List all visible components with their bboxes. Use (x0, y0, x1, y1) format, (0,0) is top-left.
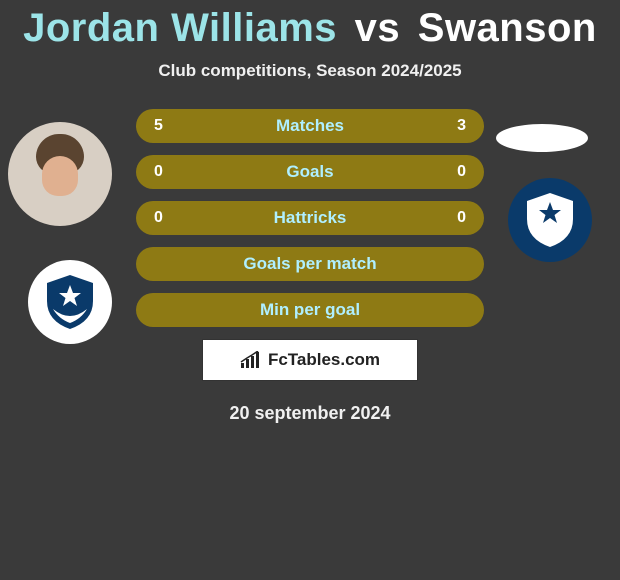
stat-label: Hattricks (184, 208, 436, 228)
subtitle: Club competitions, Season 2024/2025 (0, 61, 620, 81)
stat-left-value: 5 (154, 117, 184, 135)
date-line: 20 september 2024 (0, 403, 620, 424)
brand-text: FcTables.com (268, 350, 380, 370)
stat-left-value: 0 (154, 209, 184, 227)
stat-label: Goals (184, 162, 436, 182)
player1-name: Jordan Williams (23, 6, 337, 50)
stat-label: Matches (184, 116, 436, 136)
chart-icon (240, 351, 262, 369)
stats-area: 5 Matches 3 0 Goals 0 0 Hattricks 0 Goal… (0, 109, 620, 327)
stat-label: Goals per match (154, 254, 466, 274)
vs-text: vs (355, 6, 401, 50)
player2-name: Swanson (418, 6, 597, 50)
page-title: Jordan Williams vs Swanson (0, 0, 620, 51)
stat-row-gpm: Goals per match (136, 247, 484, 281)
stat-right-value: 0 (436, 163, 466, 181)
stat-label: Min per goal (154, 300, 466, 320)
stat-row-matches: 5 Matches 3 (136, 109, 484, 143)
stat-left-value: 0 (154, 163, 184, 181)
stat-row-mpg: Min per goal (136, 293, 484, 327)
stat-right-value: 3 (436, 117, 466, 135)
stat-row-goals: 0 Goals 0 (136, 155, 484, 189)
brand-box[interactable]: FcTables.com (202, 339, 418, 381)
stat-right-value: 0 (436, 209, 466, 227)
stat-row-hattricks: 0 Hattricks 0 (136, 201, 484, 235)
